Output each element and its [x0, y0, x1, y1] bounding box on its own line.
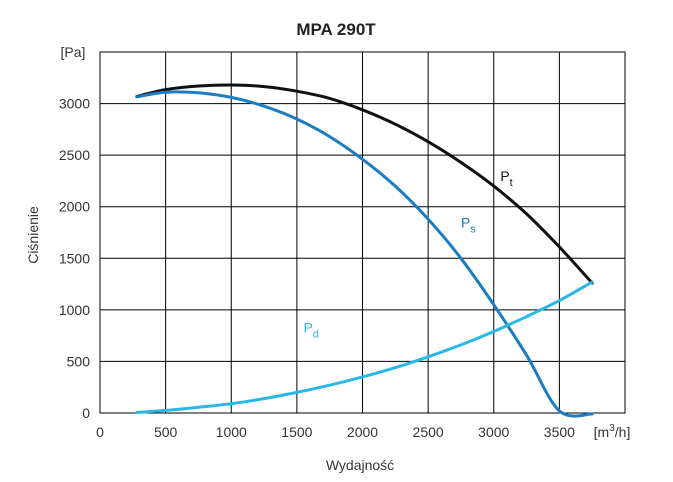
series-label-pd: Pd — [303, 320, 318, 341]
x-tick-label: 3000 — [478, 424, 509, 440]
y-axis-title: Ciśnienie — [25, 206, 41, 264]
series-line-pd — [135, 280, 594, 414]
y-tick-label: 2000 — [59, 199, 90, 215]
y-tick-label: 1500 — [59, 250, 90, 266]
x-tick-label: 1000 — [216, 424, 247, 440]
x-unit-label: [m3/h] — [594, 423, 631, 440]
series-line-ps — [135, 90, 594, 418]
series-label-ps: Ps — [461, 214, 476, 235]
y-tick-label: 2500 — [59, 147, 90, 163]
chart-title: MPA 290T — [296, 20, 376, 39]
x-tick-label: 3500 — [544, 424, 575, 440]
y-tick-label: 500 — [67, 353, 91, 369]
x-tick-label: 2500 — [413, 424, 444, 440]
x-tick-label: 2000 — [347, 424, 378, 440]
grid — [99, 51, 626, 414]
y-unit-label: [Pa] — [61, 44, 86, 60]
x-tick-label: 500 — [154, 424, 178, 440]
x-axis-title: Wydajność — [326, 457, 394, 473]
series-line-pt — [135, 83, 594, 285]
series-label-pt: Pt — [500, 168, 512, 189]
series-labels: Pt Ps Pd — [303, 168, 512, 341]
y-tick-label: 3000 — [59, 96, 90, 112]
y-tick-label: 0 — [82, 405, 90, 421]
series-lines — [135, 83, 594, 418]
y-tick-label: 1000 — [59, 302, 90, 318]
x-tick-label: 1500 — [281, 424, 312, 440]
x-tick-label: 0 — [96, 424, 104, 440]
tick-labels: 0 500 1000 1500 2000 2500 3000 3500 0 500 1000 1500… — [59, 96, 575, 440]
